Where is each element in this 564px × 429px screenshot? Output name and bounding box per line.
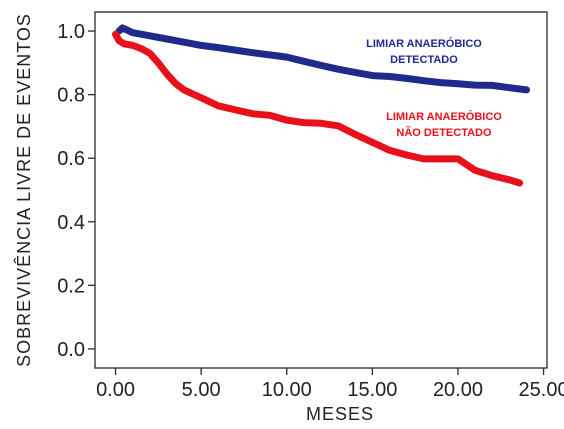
annotations: LIMIAR ANAERÓBICO DETECTADO LIMIAR ANAERÓB…	[366, 37, 502, 139]
plot-frame	[94, 11, 548, 369]
x-tick-label: 10.00	[262, 379, 312, 401]
y-tick-label: 0.4	[57, 212, 85, 234]
annotation-label-0: DETECTADO	[390, 54, 458, 66]
y-axis-title: SOBREVIVÊNCIA LIVRE DE EVENTOS	[14, 13, 34, 367]
x-tick-label: 5.00	[182, 379, 221, 401]
y-axis: 0.0 0.2 0.4 0.6 0.8 1.0	[57, 21, 95, 361]
x-axis-title: MESES	[306, 404, 374, 424]
y-tick-label: 0.8	[57, 85, 85, 107]
y-tick-label: 0.2	[57, 275, 85, 297]
y-tick-label: 0.6	[57, 148, 85, 170]
series-line-nao-detectado	[112, 30, 524, 187]
annotation-label-1: NÃO DETECTADO	[396, 126, 492, 139]
y-tick-label: 1.0	[57, 21, 85, 43]
x-tick-label: 25.00	[519, 379, 564, 401]
x-tick-label: 20.00	[433, 379, 483, 401]
annotation-label-1: LIMIAR ANAERÓBICO	[386, 110, 502, 123]
x-tick-label: 15.00	[347, 379, 397, 401]
x-axis: 0.00 5.00 10.00 15.00 20.00 25.00	[96, 368, 564, 401]
x-tick-label: 0.00	[96, 379, 135, 401]
annotation-label-0: LIMIAR ANAERÓBICO	[366, 37, 482, 50]
series-layer	[112, 24, 530, 187]
series-line-detectado	[115, 24, 530, 94]
y-tick-label: 0.0	[57, 339, 85, 361]
